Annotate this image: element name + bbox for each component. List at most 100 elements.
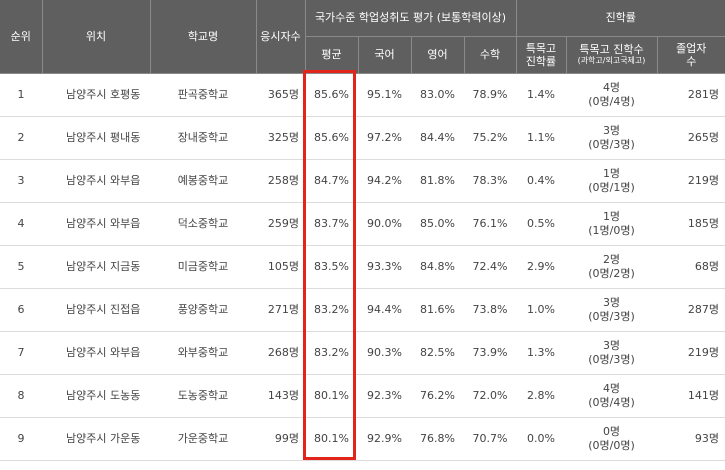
cell-special-count-detail: (0명/3명) — [588, 309, 635, 323]
header-special-rate-line1: 특목고 — [525, 41, 557, 55]
cell-school: 미금중학교 — [150, 245, 256, 289]
cell-special-count-total: 3명 — [602, 338, 621, 352]
cell-math: 76.1% — [464, 202, 516, 246]
cell-english: 82.5% — [411, 331, 464, 375]
cell-graduates: 287명 — [657, 288, 725, 332]
cell-math: 73.8% — [464, 288, 516, 332]
header-english: 영어 — [411, 36, 465, 74]
cell-rank: 4 — [0, 202, 42, 246]
cell-korean: 92.9% — [358, 417, 411, 461]
cell-rank: 5 — [0, 245, 42, 289]
cell-math: 78.9% — [464, 73, 516, 117]
header-group-advancement: 진학률 — [516, 0, 725, 37]
cell-average: 85.6% — [305, 116, 358, 160]
cell-location: 남양주시 와부읍 — [42, 331, 150, 375]
cell-location: 남양주시 와부읍 — [42, 159, 150, 203]
cell-special-rate: 2.8% — [516, 374, 566, 418]
cell-special-rate: 2.9% — [516, 245, 566, 289]
cell-special-count-detail: (1명/0명) — [588, 223, 635, 237]
cell-special-count: 4명 (0명/4명) — [566, 73, 657, 117]
cell-special-count-total: 4명 — [602, 80, 621, 94]
header-group-assessment: 국가수준 학업성취도 평가 (보통학력이상) — [305, 0, 517, 37]
cell-location: 남양주시 평내동 — [42, 116, 150, 160]
cell-special-count-total: 1명 — [602, 209, 621, 223]
cell-graduates: 93명 — [657, 417, 725, 461]
header-rank: 순위 — [0, 0, 43, 74]
cell-special-count-detail: (0명/3명) — [588, 352, 635, 366]
cell-special-count-total: 3명 — [602, 295, 621, 309]
cell-average: 80.1% — [305, 374, 358, 418]
cell-examinees: 105명 — [256, 245, 305, 289]
cell-special-rate: 1.3% — [516, 331, 566, 375]
cell-special-count: 1명 (0명/1명) — [566, 159, 657, 203]
cell-graduates: 185명 — [657, 202, 725, 246]
cell-korean: 90.3% — [358, 331, 411, 375]
cell-special-rate: 1.4% — [516, 73, 566, 117]
cell-english: 76.8% — [411, 417, 464, 461]
table-row: 7 남양주시 와부읍 와부중학교 268명 83.2% 90.3% 82.5% … — [0, 331, 725, 375]
cell-english: 83.0% — [411, 73, 464, 117]
cell-graduates: 281명 — [657, 73, 725, 117]
cell-math: 70.7% — [464, 417, 516, 461]
header-graduates: 졸업자 수 — [657, 36, 725, 74]
header-math: 수학 — [464, 36, 517, 74]
cell-school: 와부중학교 — [150, 331, 256, 375]
cell-english: 85.0% — [411, 202, 464, 246]
cell-examinees: 325명 — [256, 116, 305, 160]
cell-graduates: 219명 — [657, 159, 725, 203]
cell-special-rate: 0.0% — [516, 417, 566, 461]
cell-special-count: 1명 (1명/0명) — [566, 202, 657, 246]
cell-special-count: 2명 (0명/2명) — [566, 245, 657, 289]
cell-average: 84.7% — [305, 159, 358, 203]
cell-location: 남양주시 진접읍 — [42, 288, 150, 332]
table-row: 4 남양주시 와부읍 덕소중학교 259명 83.7% 90.0% 85.0% … — [0, 202, 725, 246]
cell-school: 가운중학교 — [150, 417, 256, 461]
cell-examinees: 271명 — [256, 288, 305, 332]
cell-korean: 97.2% — [358, 116, 411, 160]
cell-average: 83.2% — [305, 288, 358, 332]
header-examinees: 응시자수 — [256, 0, 306, 74]
cell-special-count: 0명 (0명/0명) — [566, 417, 657, 461]
cell-special-rate: 1.1% — [516, 116, 566, 160]
cell-examinees: 99명 — [256, 417, 305, 461]
cell-special-count: 3명 (0명/3명) — [566, 116, 657, 160]
cell-examinees: 258명 — [256, 159, 305, 203]
cell-graduates: 68명 — [657, 245, 725, 289]
cell-korean: 94.2% — [358, 159, 411, 203]
header-special-count-sub: (과학고/외고국제고) — [577, 56, 646, 65]
table-body: 1 남양주시 호평동 판곡중학교 365명 85.6% 95.1% 83.0% … — [0, 73, 725, 461]
cell-location: 남양주시 호평동 — [42, 73, 150, 117]
cell-examinees: 365명 — [256, 73, 305, 117]
cell-special-count-total: 4명 — [602, 381, 621, 395]
cell-math: 75.2% — [464, 116, 516, 160]
cell-special-count-total: 0명 — [602, 424, 621, 438]
cell-special-count-detail: (0명/0명) — [588, 438, 635, 452]
cell-examinees: 259명 — [256, 202, 305, 246]
header-graduates-line1: 졸업자 — [676, 41, 707, 55]
cell-special-count-detail: (0명/3명) — [588, 137, 635, 151]
header-average: 평균 — [305, 36, 359, 74]
cell-special-count: 3명 (0명/3명) — [566, 331, 657, 375]
cell-korean: 95.1% — [358, 73, 411, 117]
cell-location: 남양주시 도농동 — [42, 374, 150, 418]
cell-special-count: 3명 (0명/3명) — [566, 288, 657, 332]
table-row: 3 남양주시 와부읍 예봉중학교 258명 84.7% 94.2% 81.8% … — [0, 159, 725, 203]
cell-examinees: 268명 — [256, 331, 305, 375]
cell-korean: 90.0% — [358, 202, 411, 246]
cell-math: 72.4% — [464, 245, 516, 289]
cell-average: 80.1% — [305, 417, 358, 461]
cell-special-count-total: 2명 — [602, 252, 621, 266]
cell-graduates: 141명 — [657, 374, 725, 418]
cell-school: 도농중학교 — [150, 374, 256, 418]
header-special-count: 특목고 진학수 (과학고/외고국제고) — [566, 36, 658, 74]
cell-average: 85.6% — [305, 73, 358, 117]
cell-special-count-detail: (0명/4명) — [588, 94, 635, 108]
cell-math: 73.9% — [464, 331, 516, 375]
cell-english: 81.8% — [411, 159, 464, 203]
cell-rank: 9 — [0, 417, 42, 461]
cell-korean: 94.4% — [358, 288, 411, 332]
cell-math: 78.3% — [464, 159, 516, 203]
cell-average: 83.2% — [305, 331, 358, 375]
